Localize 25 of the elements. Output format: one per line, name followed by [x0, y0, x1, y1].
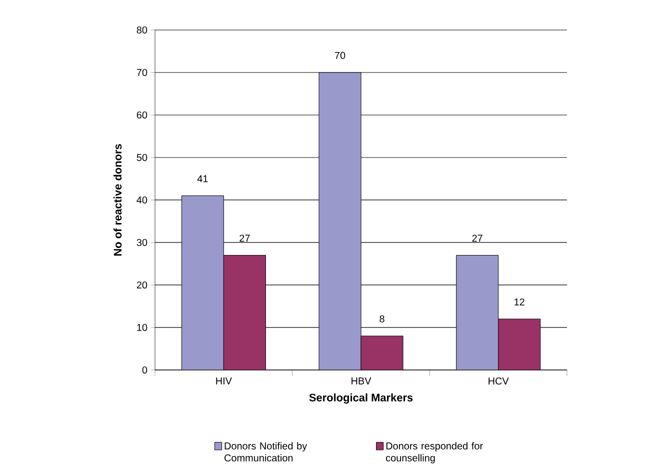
x-axis-title: Serological Markers — [309, 393, 413, 404]
data-label: 27 — [472, 234, 482, 242]
x-tick-label: HCV — [488, 378, 509, 385]
y-tick-label: 10 — [137, 324, 148, 332]
y-tick-label: 50 — [136, 154, 148, 162]
y-tick-label: 40 — [136, 196, 148, 204]
y-axis-title: No of reactive donors — [114, 144, 122, 256]
bar — [360, 336, 404, 370]
y-tick-label: 30 — [136, 238, 148, 246]
data-label: 27 — [240, 234, 250, 242]
y-tick-label: 70 — [136, 68, 148, 76]
legend-label: Donors responded for counselling — [386, 442, 483, 464]
y-tick-label: 20 — [136, 281, 148, 289]
data-label: 41 — [197, 175, 208, 182]
y-tick-label: 80 — [136, 26, 148, 34]
x-tick-label: HIV — [216, 378, 232, 384]
legend-label: Donors Notified by Communication — [224, 442, 308, 462]
data-label: 70 — [334, 52, 346, 59]
data-label: 8 — [380, 315, 384, 322]
data-label: 12 — [514, 298, 524, 306]
bar — [223, 254, 266, 370]
y-tick-label: 60 — [136, 111, 148, 119]
y-tick-label: 0 — [142, 366, 148, 374]
x-tick-label: HBV — [352, 378, 372, 384]
bar — [498, 318, 541, 370]
